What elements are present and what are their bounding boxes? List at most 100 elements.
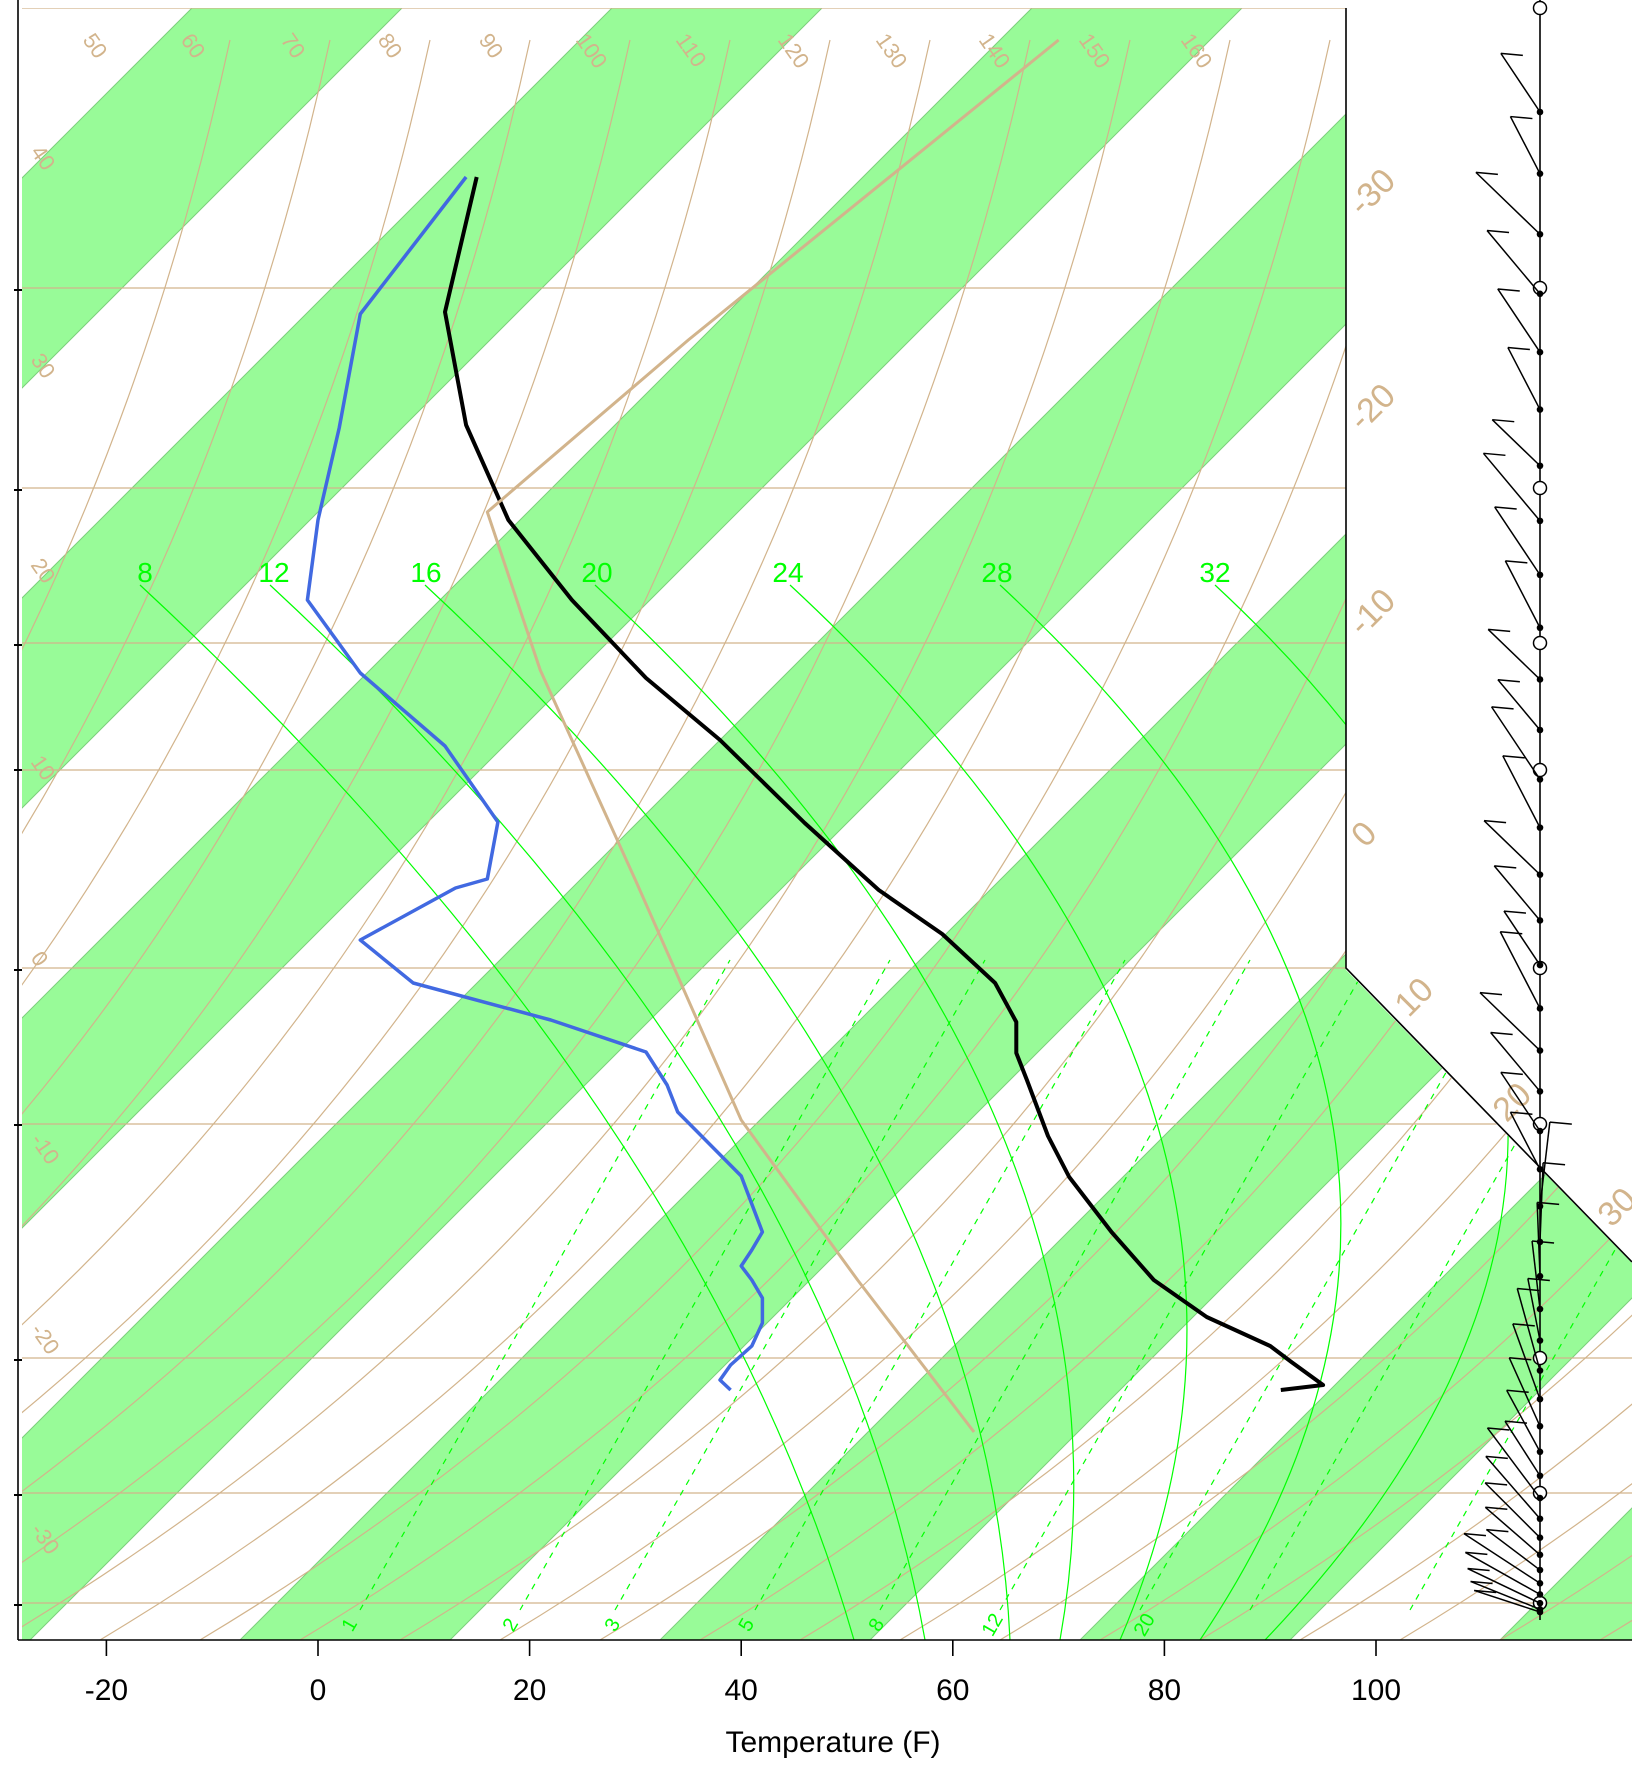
wind-barb-flag [1494,506,1517,510]
dewpoint-profile [305,175,765,1392]
moist-adiabat-label: 8 [137,557,153,588]
wind-barb-flag [1479,991,1503,996]
wind-barb-flag [1463,1532,1487,1537]
wind-barb [1473,1589,1541,1613]
wind-barb-flag [1486,229,1510,234]
temperature-profile [443,176,1326,1392]
dry-adiabat-label: -20 [26,1319,65,1359]
x-tick-label: 60 [936,1674,969,1707]
x-axis: -20 0 20 40 60 80 100 [14,289,1401,1707]
x-tick-label: 0 [310,1674,327,1707]
mixing-ratio-line [614,959,986,1611]
wind-barb [1484,1506,1541,1556]
dry-adiabat-label: 80 [373,29,408,63]
wind-barb [1493,865,1541,921]
dry-adiabat-curve [1599,39,1632,1640]
x-tick-label: 20 [513,1674,546,1707]
dry-adiabat-label: 50 [78,29,113,63]
isotherm-band [918,8,1632,1640]
wind-barb-flag [1487,1427,1510,1431]
wind-barb-flag [1486,1528,1509,1533]
wind-barb [1509,116,1541,175]
dry-adiabat-curve [299,39,1431,1640]
moist-adiabat-label: 28 [981,557,1012,588]
wind-barb [1485,1455,1541,1520]
wind-barb [1507,347,1541,410]
dry-adiabat-label: 0 [26,947,54,971]
dry-adiabat-curve [199,39,1331,1640]
dry-adiabat-curve [1299,39,1632,1640]
wind-barb [1499,931,1541,1009]
wind-barb-flag [1492,418,1515,423]
dry-adiabat-curve [899,39,1632,1640]
mixing-ratio-line [879,959,1251,1611]
x-tick-label: 80 [1148,1674,1181,1707]
x-axis-title: Temperature (F) [725,1726,940,1759]
wind-barb-flag [1470,1580,1493,1585]
dry-adiabat-curve [22,39,631,1640]
wind-barb-flag [1474,1589,1497,1594]
wind-barb [1463,1532,1541,1584]
wind-barb [1490,1032,1541,1092]
dry-adiabat-label: 90 [474,29,509,63]
wind-barb [1470,1580,1541,1610]
wind-barb-flag [1465,1551,1488,1556]
wind-barb-flag [1490,1031,1513,1036]
moist-adiabat-curve [139,584,855,1640]
wind-barb-flag [1549,1121,1572,1125]
wind-barb-flag [1507,346,1530,351]
wind-barb [1467,1567,1541,1604]
moist-adiabat-label: 12 [258,557,289,588]
wind-barb-flag [1483,452,1506,457]
wind-barb-flag [1510,115,1533,120]
dry-adiabat-curve [1199,39,1632,1640]
wind-barb [1465,1551,1541,1596]
dry-adiabat-curve [1099,39,1632,1640]
moist-adiabat-label: 24 [772,557,803,588]
wind-barb [1475,171,1541,235]
wind-barb-flag [1502,755,1525,759]
wind-barb-flag [1517,1287,1540,1292]
wind-barb [1491,419,1541,467]
wind-barb [1539,1122,1551,1207]
wind-barb [1483,820,1541,876]
dry-adiabat-curve [22,39,731,1640]
wind-barb [1487,628,1541,680]
dry-adiabat-curve [22,39,531,1640]
wind-barb-flag [1497,288,1520,292]
isotherm-label: -20 [1341,376,1403,438]
profile-lines [305,38,1326,1433]
wind-barb-column [1463,0,1572,1620]
wind-barb [1516,1288,1541,1371]
wind-barb [1531,1240,1541,1310]
wind-barb [1485,1528,1541,1571]
wind-barb [1508,1357,1541,1427]
isotherm-label: 20 [1485,1075,1539,1129]
wind-barb-flag [1485,1455,1508,1460]
wind-barb [1479,992,1541,1052]
wind-barb-flag [1475,171,1498,176]
isotherm-label: 0 [1344,814,1384,854]
wind-barb [1486,1427,1541,1499]
isotherm-band [22,8,832,1640]
moist-adiabat-curve [999,584,1342,1640]
x-tick-label: 40 [725,1674,758,1707]
level-marker [1532,635,1548,651]
moist-adiabat-curve [269,584,926,1640]
level-marker [1532,762,1548,778]
mixing-ratio-label: 3 [600,1615,625,1636]
mixing-ratio-line [754,959,1126,1611]
wind-barb [1504,1420,1541,1477]
moist-adiabat-label: 16 [410,557,441,588]
wind-barb-flag [1504,1420,1528,1424]
mixing-ratio-line [1249,959,1621,1611]
wind-barb [1494,506,1541,576]
wind-barb-flag [1512,1323,1535,1327]
wind-barb [1497,288,1541,353]
isotherm-band [22,8,1252,1640]
x-tick-label: 100 [1351,1674,1401,1707]
dry-adiabat-curve [22,39,1031,1640]
wind-barb [1504,560,1541,629]
wind-barb-flag [1485,1506,1508,1511]
